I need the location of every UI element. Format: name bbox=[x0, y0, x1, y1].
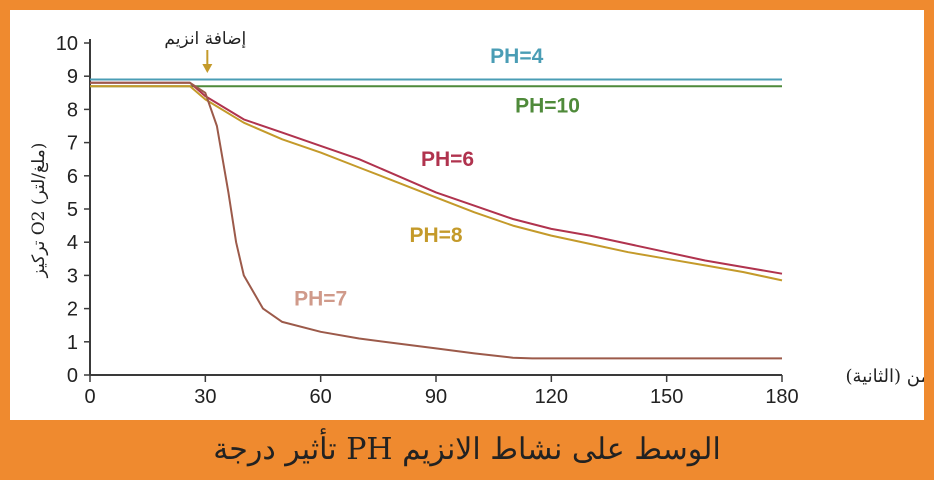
y-tick-label: 0 bbox=[67, 365, 78, 387]
annotation-arrow-head bbox=[202, 64, 213, 73]
series-label-ph8: PH=8 bbox=[409, 224, 462, 247]
y-tick-label: 8 bbox=[67, 99, 78, 121]
y-tick-label: 7 bbox=[67, 133, 78, 155]
x-tick-label: 150 bbox=[650, 386, 683, 408]
x-tick-label: 90 bbox=[425, 386, 447, 408]
series-line-ph7 bbox=[90, 81, 782, 360]
series-line-ph8 bbox=[90, 85, 783, 282]
y-tick-label: 10 bbox=[56, 33, 78, 55]
y-tick-label: 4 bbox=[67, 232, 78, 254]
series-label-ph6: PH=6 bbox=[421, 148, 474, 171]
series-label-ph4: PH=4 bbox=[490, 45, 543, 68]
x-tick-label: 0 bbox=[84, 386, 95, 408]
x-axis-label: الزمن (الثانية) bbox=[845, 366, 924, 387]
y-tick-label: 2 bbox=[67, 299, 78, 321]
oxygen-chart: 0 1 2 3 4 5 6 7 8 9 10 0 30 60 90 120 150 180 الزمن (الثان… bbox=[29, 29, 924, 408]
y-tick-label: 5 bbox=[67, 199, 78, 221]
chart-panel: 0 1 2 3 4 5 6 7 8 9 10 0 30 60 90 120 150 180 الزمن (الثان… bbox=[10, 10, 924, 420]
x-tick-label: 30 bbox=[194, 386, 216, 408]
y-tick-label: 3 bbox=[67, 265, 78, 287]
x-tick-label: 120 bbox=[535, 386, 568, 408]
y-axis-label: تركيز O2 (ملغ/لتر) bbox=[29, 143, 49, 279]
y-tick-label: 1 bbox=[67, 332, 78, 354]
enzyme-annotation-label: إضافة انزيم bbox=[164, 29, 246, 49]
series-label-ph10: PH=10 bbox=[515, 95, 580, 118]
figure-caption: تأثير درجة PH الوسط على نشاط الانزيم bbox=[213, 432, 721, 467]
series-label-ph7: PH=7 bbox=[294, 287, 347, 310]
x-tick-label: 60 bbox=[310, 386, 332, 408]
series-line-ph6 bbox=[90, 81, 783, 275]
y-tick-label: 6 bbox=[67, 166, 78, 188]
y-tick-label: 9 bbox=[67, 66, 78, 88]
x-tick-label: 180 bbox=[765, 386, 798, 408]
